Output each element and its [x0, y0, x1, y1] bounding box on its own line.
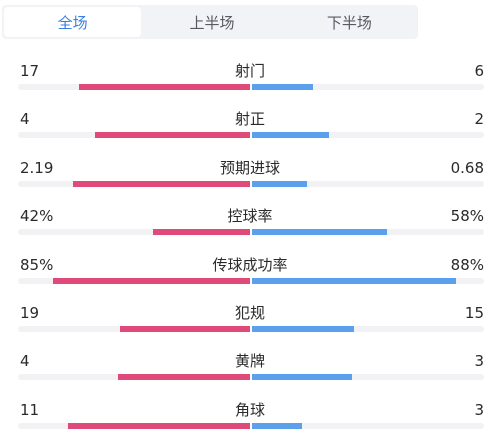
- home-bar: [117, 374, 250, 381]
- home-value: 19: [20, 304, 40, 322]
- away-value: 2: [474, 110, 484, 129]
- home-bar: [72, 180, 250, 187]
- stat-row-expected-goals: 2.19 预期进球 0.68: [0, 158, 500, 202]
- home-bar: [152, 229, 250, 236]
- stat-label: 射门: [234, 62, 265, 80]
- period-tabs: 全场 上半场 下半场: [2, 5, 418, 39]
- away-bar-track: [252, 326, 484, 332]
- away-value: 0.68: [450, 158, 484, 177]
- home-value: 17: [20, 62, 40, 80]
- away-value: 6: [474, 62, 484, 80]
- away-bar-track: [252, 132, 484, 139]
- away-bar: [252, 229, 387, 236]
- stat-label: 射正: [234, 110, 265, 129]
- away-bar-track: [252, 180, 484, 187]
- home-bar-track: [18, 374, 250, 381]
- stat-row-possession: 42% 控球率 58%: [0, 206, 500, 250]
- stat-label: 犯规: [234, 304, 265, 322]
- home-bar: [52, 277, 250, 284]
- home-bar: [95, 132, 250, 139]
- home-bar-track: [18, 180, 250, 187]
- away-bar: [252, 180, 307, 187]
- home-bar-track: [18, 229, 250, 236]
- away-value: 58%: [450, 207, 484, 226]
- home-bar: [120, 326, 250, 332]
- away-bar-track: [252, 277, 484, 284]
- away-bar: [252, 422, 302, 429]
- away-bar: [252, 374, 352, 381]
- away-bar-track: [252, 422, 484, 429]
- stat-row-pass-accuracy: 85% 传球成功率 88%: [0, 255, 500, 299]
- home-value: 11: [20, 400, 40, 419]
- away-value: 3: [474, 352, 484, 371]
- tab-first-half[interactable]: 上半场: [189, 13, 235, 32]
- stat-row-shots: 17 射门 6: [0, 61, 500, 105]
- stat-label: 黄牌: [234, 352, 265, 371]
- home-bar-track: [18, 326, 250, 332]
- away-value: 15: [464, 304, 484, 322]
- away-value: 88%: [450, 255, 484, 274]
- away-bar: [252, 326, 355, 332]
- home-bar-track: [18, 277, 250, 284]
- stat-row-fouls: 19 犯规 15: [0, 303, 500, 347]
- tab-full-match[interactable]: 全场: [4, 7, 142, 37]
- stat-label: 角球: [234, 400, 265, 419]
- tab-second-half[interactable]: 下半场: [326, 13, 372, 32]
- home-bar-track: [18, 84, 250, 90]
- stat-label: 控球率: [227, 207, 273, 226]
- home-value: 4: [20, 110, 30, 129]
- away-bar: [252, 277, 457, 284]
- home-value: 4: [20, 352, 30, 371]
- stat-row-yellow-cards: 4 黄牌 3: [0, 351, 500, 395]
- stat-row-corners: 11 角球 3: [0, 400, 500, 444]
- stat-row-shots-on-target: 4 射正 2: [0, 109, 500, 153]
- away-value: 3: [474, 400, 484, 419]
- home-bar: [67, 422, 250, 429]
- home-value: 2.19: [20, 158, 54, 177]
- away-bar: [252, 132, 330, 139]
- away-bar-track: [252, 84, 484, 90]
- home-bar: [78, 84, 250, 90]
- home-bar-track: [18, 132, 250, 139]
- stat-label: 预期进球: [219, 158, 280, 177]
- home-value: 42%: [20, 207, 54, 226]
- stat-label: 传球成功率: [212, 255, 288, 274]
- home-value: 85%: [20, 255, 54, 274]
- away-bar-track: [252, 229, 484, 236]
- away-bar-track: [252, 374, 484, 381]
- home-bar-track: [18, 422, 250, 429]
- away-bar: [252, 84, 313, 90]
